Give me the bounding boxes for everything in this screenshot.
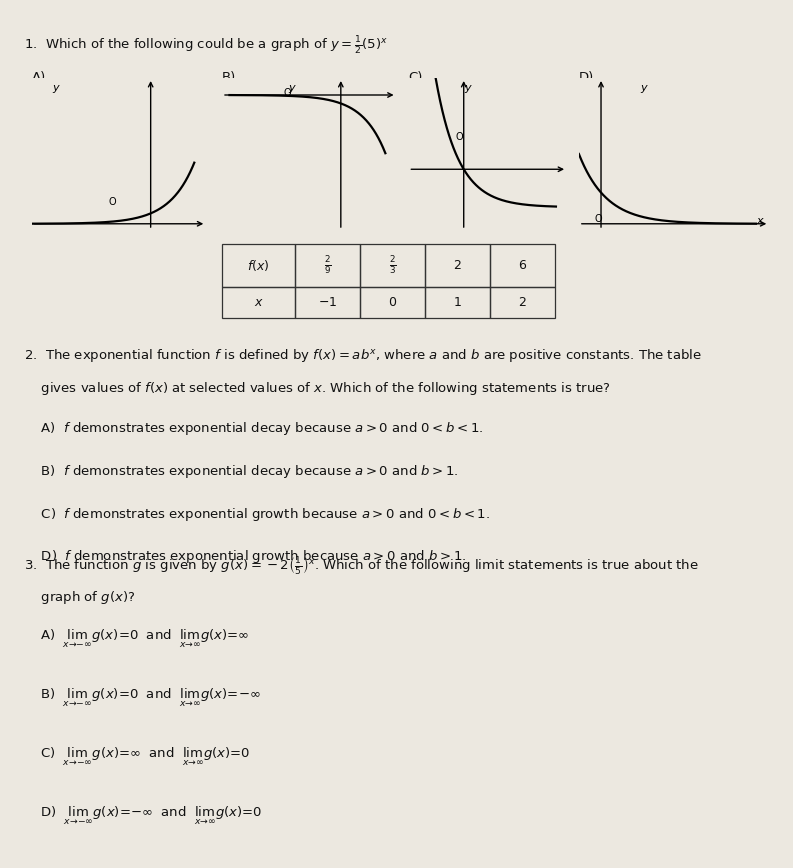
Bar [360, 244, 425, 286]
Bar [490, 244, 555, 286]
Bar [295, 244, 360, 286]
Text: O: O [456, 132, 464, 141]
Text: A): A) [32, 71, 46, 84]
Text: A)  $\lim_{x \to -\infty} g(x) = 0$  and  $\lim_{x \to \infty} g(x) = \infty$: A) $\lim_{x \to -\infty} g(x) = 0$ and $… [40, 628, 249, 650]
Text: $\frac{2}{3}$: $\frac{2}{3}$ [389, 254, 396, 276]
Text: y: y [640, 82, 646, 93]
Bar [222, 286, 295, 318]
Text: $2$: $2$ [519, 296, 527, 309]
Text: 3.  The function $g$ is given by $g(x) = -2\left(\frac{1}{5}\right)^x$. Which of: 3. The function $g$ is given by $g(x) = … [24, 556, 699, 577]
Bar [222, 244, 295, 286]
Text: C): C) [408, 71, 423, 84]
Text: $2$: $2$ [454, 259, 462, 272]
Text: O: O [109, 197, 116, 207]
Text: 2.  The exponential function $f$ is defined by $f(x) = ab^x$, where $a$ and $b$ : 2. The exponential function $f$ is defin… [24, 347, 702, 365]
Bar [295, 286, 360, 318]
Text: x: x [756, 216, 763, 226]
Text: D)  $f$ demonstrates exponential growth because $a > 0$ and $b > 1$.: D) $f$ demonstrates exponential growth b… [24, 549, 466, 565]
Text: y: y [289, 82, 295, 93]
Text: $0$: $0$ [388, 296, 397, 309]
Text: B)  $\lim_{x \to -\infty} g(x) = 0$  and  $\lim_{x \to \infty} g(x) = -\infty$: B) $\lim_{x \to -\infty} g(x) = 0$ and $… [40, 687, 260, 709]
Text: D): D) [579, 71, 594, 84]
Text: D)  $\lim_{x \to -\infty} g(x) = -\infty$  and  $\lim_{x \to \infty} g(x) = 0$: D) $\lim_{x \to -\infty} g(x) = -\infty$… [40, 806, 262, 827]
Text: A)  $f$ demonstrates exponential decay because $a > 0$ and $0 < b < 1$.: A) $f$ demonstrates exponential decay be… [24, 420, 483, 437]
Text: B): B) [222, 71, 236, 84]
Text: 1.  Which of the following could be a graph of $y = \frac{1}{2}(5)^x$: 1. Which of the following could be a gra… [24, 35, 388, 56]
Text: graph of $g(x)$?: graph of $g(x)$? [24, 589, 136, 606]
Text: $x$: $x$ [254, 296, 263, 309]
Text: $6$: $6$ [518, 259, 527, 272]
Bar [425, 244, 490, 286]
Text: C)  $f$ demonstrates exponential growth because $a > 0$ and $0 < b < 1$.: C) $f$ demonstrates exponential growth b… [24, 505, 490, 523]
Text: O: O [594, 214, 602, 224]
Bar [490, 286, 555, 318]
Text: gives values of $f(x)$ at selected values of $x$. Which of the following stateme: gives values of $f(x)$ at selected value… [24, 380, 611, 398]
Bar [425, 286, 490, 318]
Text: C)  $\lim_{x \to -\infty} g(x) = \infty$  and  $\lim_{x \to \infty} g(x) = 0$: C) $\lim_{x \to -\infty} g(x) = \infty$ … [40, 746, 250, 768]
Text: B)  $f$ demonstrates exponential decay because $a > 0$ and $b > 1$.: B) $f$ demonstrates exponential decay be… [24, 463, 458, 480]
Text: $-1$: $-1$ [318, 296, 337, 309]
Text: y: y [464, 82, 470, 93]
Text: y: y [52, 82, 59, 93]
Bar [360, 286, 425, 318]
Text: $\frac{2}{9}$: $\frac{2}{9}$ [324, 254, 331, 276]
Text: $1$: $1$ [454, 296, 462, 309]
Text: $f(x)$: $f(x)$ [247, 258, 270, 273]
Text: O: O [283, 88, 291, 98]
